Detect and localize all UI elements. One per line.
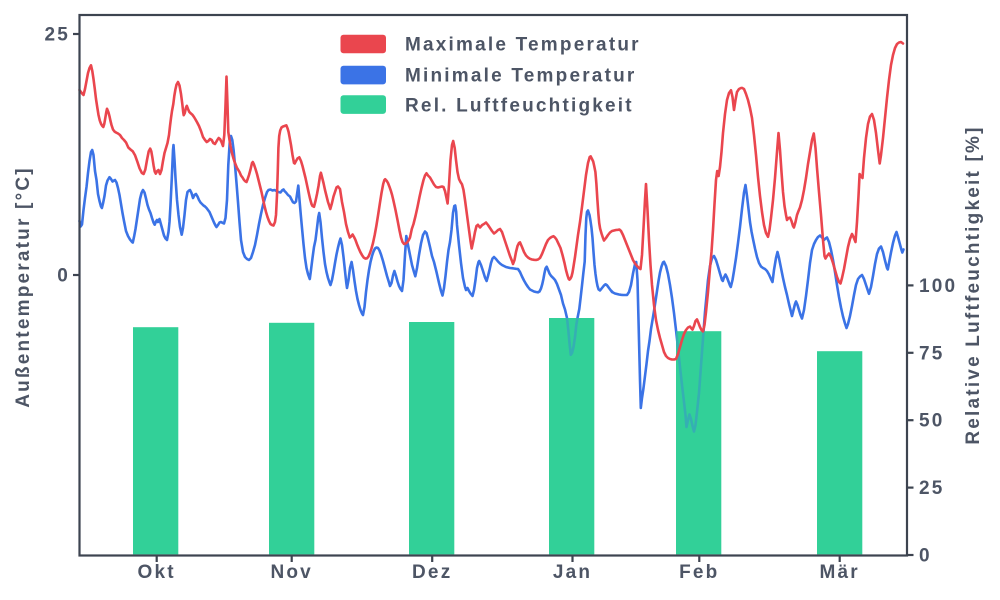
- svg-text:100: 100: [919, 276, 957, 297]
- svg-text:Minimale Temperatur: Minimale Temperatur: [405, 66, 637, 87]
- svg-text:Rel. Luftfeuchtigkeit: Rel. Luftfeuchtigkeit: [405, 96, 634, 117]
- svg-text:Relative Luftfeuchtigkeit [%]: Relative Luftfeuchtigkeit [%]: [963, 125, 984, 444]
- svg-text:Jan: Jan: [553, 562, 592, 583]
- svg-text:Feb: Feb: [679, 562, 719, 583]
- svg-text:Außentemperatur [°C]: Außentemperatur [°C]: [13, 166, 34, 408]
- svg-text:Maximale Temperatur: Maximale Temperatur: [405, 35, 641, 56]
- svg-text:25: 25: [919, 478, 945, 499]
- svg-text:50: 50: [919, 411, 945, 432]
- svg-text:Nov: Nov: [270, 562, 313, 583]
- svg-text:Mär: Mär: [820, 562, 860, 583]
- svg-text:75: 75: [919, 343, 945, 364]
- svg-text:Okt: Okt: [138, 562, 176, 583]
- svg-text:25: 25: [44, 25, 70, 46]
- svg-text:0: 0: [57, 266, 70, 287]
- svg-text:Dez: Dez: [412, 562, 452, 583]
- svg-text:0: 0: [919, 546, 932, 567]
